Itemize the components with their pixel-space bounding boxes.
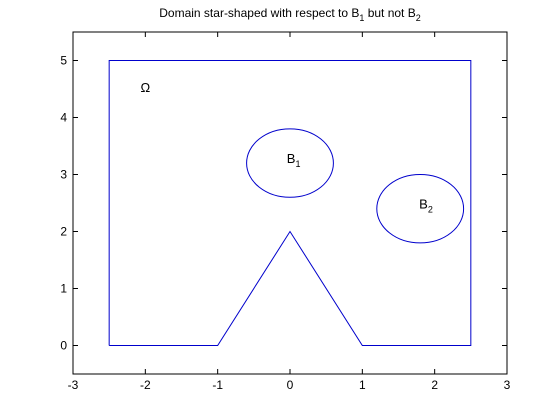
x-tick-label: 2 — [431, 378, 438, 392]
title-sub2: 2 — [416, 13, 421, 23]
y-tick-label: 0 — [60, 339, 67, 353]
y-tick-label: 1 — [60, 282, 67, 296]
y-tick-label: 5 — [60, 54, 67, 68]
chart-title: Domain star-shaped with respect to B1 bu… — [159, 6, 421, 23]
ball-b1-label: B1 — [287, 151, 301, 169]
axes-box — [72, 31, 508, 375]
x-tick-label: 0 — [287, 378, 294, 392]
y-tick-label: 2 — [60, 225, 67, 239]
title-main: Domain star-shaped with respect to B — [159, 6, 359, 20]
omega-label: Ω — [140, 80, 150, 95]
y-tick-label: 4 — [60, 111, 67, 125]
data-layer: B1 B2 Ω — [108, 60, 472, 346]
ball-b2-ellipse — [376, 174, 465, 244]
x-tick-label: 3 — [504, 378, 511, 392]
domain-boundary-line — [108, 60, 472, 346]
x-tick-label: 1 — [359, 378, 366, 392]
ball-b1-ellipse — [246, 128, 334, 198]
x-tick-label: -3 — [68, 378, 79, 392]
title-sub1: 1 — [359, 13, 364, 23]
y-tick-label: 3 — [60, 168, 67, 182]
x-tick-label: -2 — [140, 378, 151, 392]
ball-b2-label: B2 — [419, 197, 433, 215]
tick-group — [72, 32, 508, 374]
title-mid: but not B — [364, 6, 415, 20]
tick-label-group: -3 -2 -1 0 1 2 3 0 1 2 3 4 5 — [60, 54, 510, 393]
x-tick-label: -1 — [212, 378, 223, 392]
